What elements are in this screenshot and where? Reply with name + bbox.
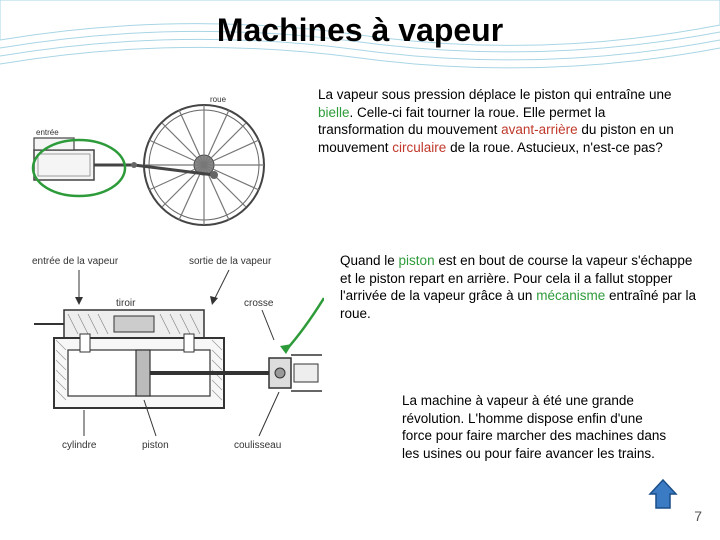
paragraph-2: Quand le piston est en bout de course la… bbox=[340, 252, 700, 322]
label-piston: piston bbox=[142, 440, 169, 451]
label-crosse: crosse bbox=[244, 298, 274, 309]
page-title: Machines à vapeur bbox=[0, 12, 720, 49]
kw-mecanisme: mécanisme bbox=[536, 288, 605, 303]
label-tiroir: tiroir bbox=[116, 298, 136, 309]
paragraph-3: La machine à vapeur à été une grande rév… bbox=[402, 392, 672, 462]
kw-avant-arriere: avant-arrière bbox=[501, 122, 578, 137]
kw-circulaire: circulaire bbox=[392, 140, 446, 155]
p1-text-a: La vapeur sous pression déplace le pisto… bbox=[318, 87, 672, 102]
paragraph-1: La vapeur sous pression déplace le pisto… bbox=[318, 86, 688, 156]
kw-piston: piston bbox=[399, 253, 435, 268]
home-arrow-icon[interactable] bbox=[646, 478, 680, 512]
label-cylindre: cylindre bbox=[62, 440, 97, 451]
label-entree: entrée de la vapeur bbox=[32, 256, 119, 267]
page-number: 7 bbox=[694, 508, 702, 524]
kw-bielle: bielle bbox=[318, 105, 350, 120]
p2-text-a: Quand le bbox=[340, 253, 399, 268]
svg-text:roue: roue bbox=[210, 95, 227, 104]
p1-text-d: de la roue. Astucieux, n'est-ce pas? bbox=[446, 140, 662, 155]
figure-wheel-mechanism: entrée roue bbox=[24, 90, 294, 240]
label-sortie: sortie de la vapeur bbox=[189, 256, 272, 267]
label-coulisseau: coulisseau bbox=[234, 440, 281, 451]
svg-text:entrée: entrée bbox=[36, 128, 59, 137]
figure-cylinder-cutaway: entrée de la vapeur sortie de la vapeur … bbox=[24, 250, 324, 470]
